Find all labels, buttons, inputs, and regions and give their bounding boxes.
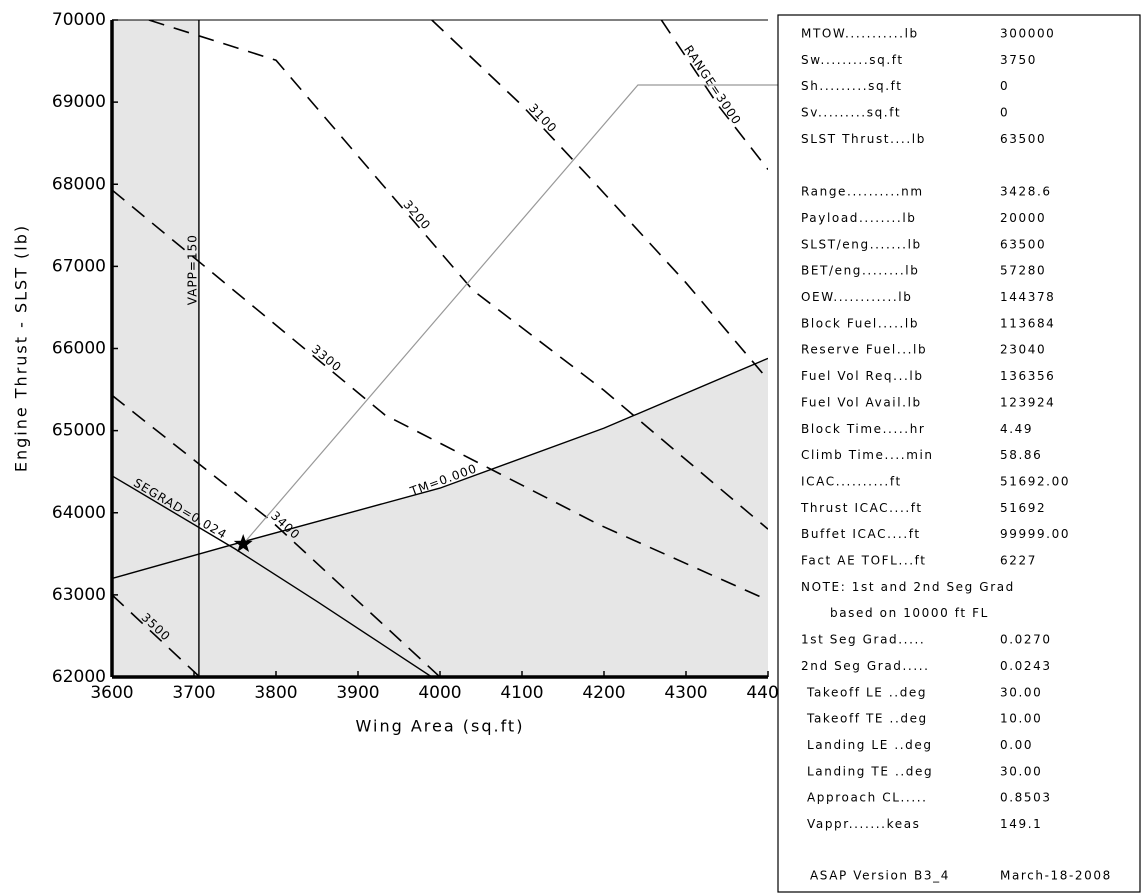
x-tick-label: 3800 <box>254 683 297 703</box>
x-tick-label: 4100 <box>500 683 543 703</box>
x-tick-label: 3900 <box>336 683 379 703</box>
y-tick-label: 65000 <box>52 421 106 441</box>
panel-label: BET/eng........lb <box>801 264 919 278</box>
panel-label: SLST/eng.......lb <box>801 237 922 251</box>
panel-value: 300000 <box>1000 27 1055 41</box>
contour-label: 3200 <box>401 197 434 232</box>
panel-box <box>777 14 1141 893</box>
y-tick-label: 68000 <box>52 174 106 194</box>
panel-value: 136356 <box>1000 369 1055 383</box>
panel-value: 63500 <box>1000 237 1046 251</box>
y-axis-title: Engine Thrust - SLST (lb) <box>12 224 31 472</box>
design-point <box>233 533 253 553</box>
panel-label: Block Time.....hr <box>801 422 925 436</box>
panel-value: 51692.00 <box>1000 474 1070 488</box>
contour-line <box>660 20 768 170</box>
panel-value: 3428.6 <box>1000 185 1052 199</box>
panel-value: 51692 <box>1000 501 1046 515</box>
panel-label: Landing TE ..deg <box>807 764 933 778</box>
y-tick-label: 66000 <box>52 339 106 359</box>
shaded-region <box>112 20 199 677</box>
panel-label: Sh.........sq.ft <box>801 79 903 93</box>
contour-line <box>112 394 441 677</box>
panel-label: ICAC..........ft <box>801 474 902 488</box>
panel-value: 113684 <box>1000 316 1055 330</box>
panel-label: Block Fuel.....lb <box>801 316 919 330</box>
panel-value: 123924 <box>1000 395 1055 409</box>
panel-value: 144378 <box>1000 290 1055 304</box>
panel-value: 0.0270 <box>1000 633 1052 647</box>
x-tick-label: 3600 <box>90 683 133 703</box>
panel-value: 20000 <box>1000 211 1046 225</box>
panel-label: Reserve Fuel...lb <box>801 343 927 357</box>
y-tick-label: 70000 <box>52 10 106 30</box>
panel-value: 0.00 <box>1000 738 1033 752</box>
panel-value: 30.00 <box>1000 685 1042 699</box>
panel-value: 58.86 <box>1000 448 1042 462</box>
panel-value: 57280 <box>1000 264 1046 278</box>
panel-value: 23040 <box>1000 343 1046 357</box>
panel-label: Fuel Vol Req...lb <box>801 369 924 383</box>
panel-label: Buffet ICAC....ft <box>801 527 921 541</box>
panel-value: 99999.00 <box>1000 527 1070 541</box>
panel-label: Sw.........sq.ft <box>801 53 904 67</box>
panel-footer: ASAP Version B3_4 <box>810 869 950 883</box>
panel-label: Takeoff LE ..deg <box>806 685 927 699</box>
panel-label: 1st Seg Grad..... <box>801 633 925 647</box>
panel-value: 149.1 <box>1000 817 1042 831</box>
contour-label: VAPP=150 <box>185 234 199 305</box>
contour-label: 3300 <box>309 342 345 375</box>
panel-value: 0 <box>1000 79 1009 93</box>
contour-line <box>148 20 768 530</box>
panel-label: Fuel Vol Avail.lb <box>801 395 922 409</box>
x-tick-label: 4000 <box>418 683 461 703</box>
y-tick-label: 69000 <box>52 92 106 112</box>
panel-label: OEW............lb <box>801 290 912 304</box>
panel-note: based on 10000 ft FL <box>830 606 989 620</box>
contour-label: 3100 <box>526 101 560 136</box>
panel-label: Payload........lb <box>801 211 916 225</box>
panel-footer: March-18-2008 <box>1000 869 1112 883</box>
panel-label: Thrust ICAC....ft <box>800 501 923 515</box>
contour-line <box>112 189 768 601</box>
panel-value: 30.00 <box>1000 764 1042 778</box>
panel-label: Range..........nm <box>801 185 924 199</box>
contour-line <box>112 594 201 677</box>
panel-label: MTOW...........lb <box>801 27 919 41</box>
x-tick-label: 4300 <box>664 683 707 703</box>
y-tick-label: 67000 <box>52 256 106 276</box>
x-tick-label: 4200 <box>582 683 625 703</box>
info-panel: MTOW...........lb 300000 Sw.........sq.ft 3… <box>777 14 1141 893</box>
panel-label: SLST Thrust....lb <box>801 132 926 146</box>
contour-line <box>431 20 768 381</box>
y-tick-label: 64000 <box>52 503 106 523</box>
panel-label: Sv.........sq.ft <box>801 106 901 120</box>
panel-label: Fact AE TOFL...ft <box>801 554 927 568</box>
panel-value: 0 <box>1000 106 1009 120</box>
panel-label: Vappr.......keas <box>807 817 921 831</box>
panel-value: 0.0243 <box>1000 659 1052 673</box>
panel-label: Approach CL..... <box>807 791 928 805</box>
x-tick-label: 3700 <box>172 683 215 703</box>
contour-line <box>112 357 768 580</box>
plot-area: RANGE=300031003200330034003500TM=0.000SE… <box>112 20 768 677</box>
panel-label: Climb Time....min <box>801 448 934 462</box>
shaded-region <box>112 358 768 677</box>
panel-value: 0.8503 <box>1000 791 1052 805</box>
panel-value: 4.49 <box>1000 422 1033 436</box>
panel-value: 10.00 <box>1000 712 1042 726</box>
panel-label: Landing LE ..deg <box>807 738 933 752</box>
y-tick-label: 63000 <box>52 585 106 605</box>
panel-value: 3750 <box>1000 53 1037 67</box>
leader-line <box>242 84 780 545</box>
contour-line <box>112 475 433 677</box>
panel-note: NOTE: 1st and 2nd Seg Grad <box>801 580 1015 594</box>
panel-label: Takeoff TE ..deg <box>806 712 928 726</box>
y-tick-label: 62000 <box>52 667 106 687</box>
panel-label: 2nd Seg Grad..... <box>801 659 930 673</box>
panel-value: 6227 <box>1000 554 1037 568</box>
panel-value: 63500 <box>1000 132 1046 146</box>
x-axis-title: Wing Area (sq.ft) <box>356 717 525 736</box>
